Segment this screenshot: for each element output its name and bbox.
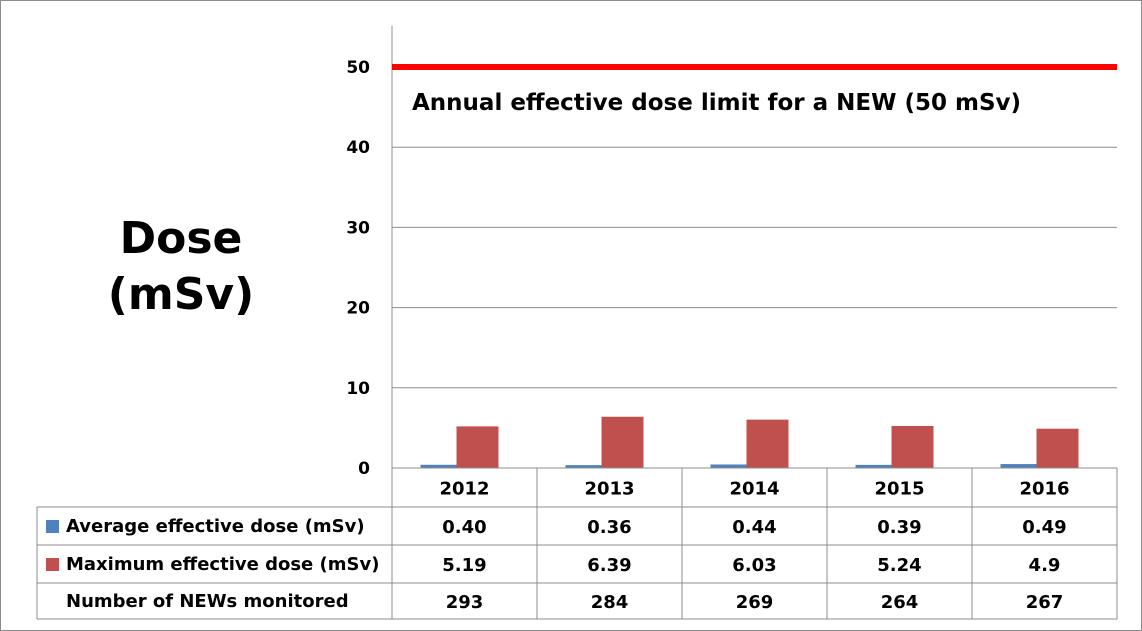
y-tick-label: 50 xyxy=(346,58,370,78)
bar-maximum xyxy=(601,416,644,468)
bar-average xyxy=(420,464,463,468)
data-label: 0.44 xyxy=(732,517,776,538)
y-axis-label-line-2: (mSv) xyxy=(107,269,255,320)
data-label: 0.36 xyxy=(587,517,631,538)
data-label: 5.19 xyxy=(442,555,486,576)
x-tick-label: 2013 xyxy=(584,479,634,500)
row-header: Number of NEWs monitored xyxy=(66,591,349,612)
reference-line-label: Annual effective dose limit for a NEW (5… xyxy=(412,90,1021,116)
x-tick-label: 2012 xyxy=(439,479,489,500)
bar-maximum xyxy=(891,425,934,468)
table-cell: 293 xyxy=(446,592,484,613)
y-tick-label: 20 xyxy=(346,299,370,319)
legend-swatch xyxy=(46,520,59,533)
bar-average xyxy=(1000,464,1043,468)
bar-average xyxy=(710,464,753,468)
y-axis-label: Dose (mSv) xyxy=(101,211,261,323)
bar-maximum xyxy=(746,419,789,468)
data-label: 0.39 xyxy=(877,517,921,538)
bar-average xyxy=(565,465,608,468)
data-label: 6.39 xyxy=(587,555,631,576)
y-axis-label-line-1: Dose xyxy=(119,213,243,264)
x-tick-label: 2016 xyxy=(1019,479,1069,500)
data-label: 4.9 xyxy=(1029,555,1061,576)
data-label: 0.40 xyxy=(442,517,486,538)
data-label: 5.24 xyxy=(877,555,921,576)
legend-swatch xyxy=(46,558,59,571)
data-label: 6.03 xyxy=(732,555,776,576)
legend-label: Maximum effective dose (mSv) xyxy=(66,554,379,575)
table-cell: 269 xyxy=(736,592,774,613)
y-tick-label: 40 xyxy=(346,138,370,158)
table-cell: 267 xyxy=(1026,592,1064,613)
y-tick-label: 0 xyxy=(358,459,370,479)
table-cell: 264 xyxy=(881,592,919,613)
y-tick-label: 10 xyxy=(346,379,370,399)
x-tick-label: 2015 xyxy=(874,479,924,500)
x-tick-label: 2014 xyxy=(729,479,779,500)
bar-average xyxy=(855,464,898,468)
bar-maximum xyxy=(1036,428,1079,468)
legend-label: Average effective dose (mSv) xyxy=(66,516,365,537)
table-cell: 284 xyxy=(591,592,629,613)
y-tick-label: 30 xyxy=(346,218,370,238)
bar-maximum xyxy=(456,426,499,468)
data-label: 0.49 xyxy=(1022,517,1066,538)
